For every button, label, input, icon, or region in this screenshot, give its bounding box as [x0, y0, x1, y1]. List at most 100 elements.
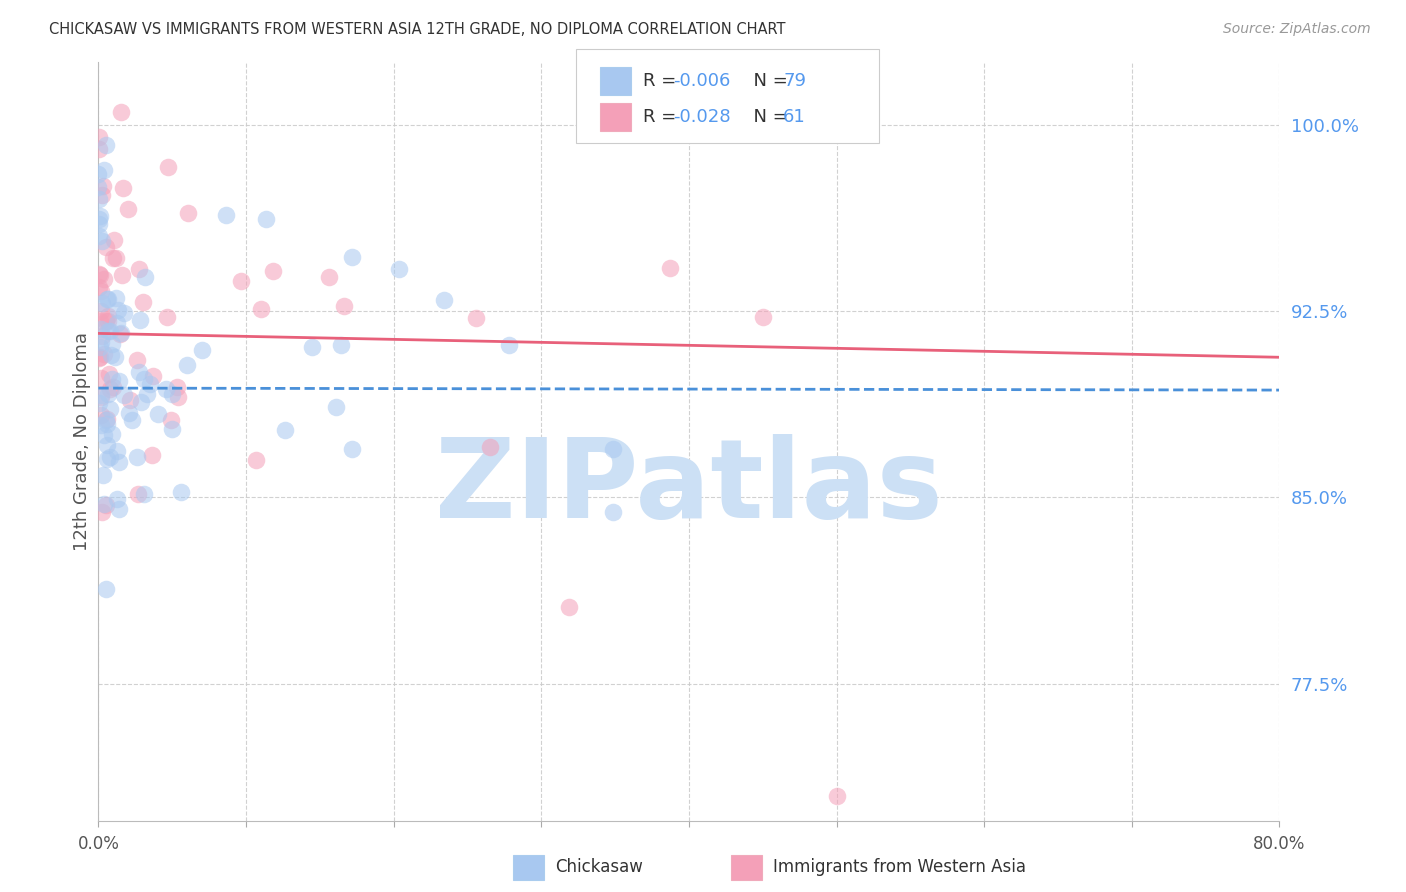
Point	[87, 268, 110, 282]
Point	[97, 386, 120, 401]
Point	[96, 498, 118, 512]
Point	[557, 600, 579, 615]
Point	[132, 294, 155, 309]
Point	[87, 130, 110, 145]
Text: N =: N =	[742, 72, 794, 90]
Point	[138, 376, 160, 391]
Point	[94, 240, 117, 254]
Point	[93, 163, 115, 178]
Point	[108, 374, 131, 388]
Point	[96, 451, 118, 466]
Point	[87, 351, 110, 366]
Point	[96, 292, 118, 306]
Point	[127, 487, 149, 501]
Point	[107, 455, 129, 469]
Point	[156, 310, 179, 324]
Point	[177, 206, 200, 220]
Point	[129, 395, 152, 409]
Point	[101, 251, 124, 265]
Point	[250, 302, 273, 317]
Point	[155, 382, 177, 396]
Point	[97, 314, 120, 328]
Point	[134, 270, 156, 285]
Point	[325, 400, 347, 414]
Point	[254, 212, 277, 227]
Point	[136, 386, 159, 401]
Point	[104, 350, 127, 364]
Point	[96, 438, 118, 452]
Point	[87, 143, 110, 157]
Point	[108, 326, 131, 341]
Point	[98, 450, 121, 465]
Point	[160, 422, 183, 436]
Point	[602, 442, 624, 457]
Point	[91, 295, 114, 310]
Point	[105, 491, 128, 506]
Point	[89, 314, 111, 328]
Point	[110, 105, 132, 120]
Point	[132, 372, 155, 386]
Point	[191, 343, 214, 358]
Y-axis label: 12th Grade, No Diploma: 12th Grade, No Diploma	[73, 332, 91, 551]
Point	[87, 229, 110, 244]
Point	[91, 178, 114, 193]
Point	[110, 326, 132, 340]
Point	[94, 413, 117, 427]
Point	[162, 386, 184, 401]
Point	[90, 370, 112, 384]
Point	[94, 582, 117, 597]
Point	[340, 442, 363, 457]
Point	[96, 417, 118, 432]
Point	[100, 337, 122, 351]
Point	[96, 292, 118, 306]
Point	[107, 444, 129, 458]
Point	[176, 358, 198, 372]
Point	[90, 329, 112, 343]
Point	[166, 380, 188, 394]
Point	[388, 262, 411, 277]
Point	[273, 424, 295, 438]
Point	[112, 306, 135, 320]
Point	[318, 269, 340, 284]
Point	[87, 167, 110, 181]
Point	[98, 367, 121, 381]
Point	[167, 390, 190, 404]
Point	[659, 261, 682, 276]
Point	[141, 448, 163, 462]
Point	[90, 388, 112, 402]
Point	[103, 233, 125, 247]
Point	[330, 338, 353, 352]
Text: 79: 79	[783, 72, 806, 90]
Point	[90, 235, 112, 249]
Point	[752, 310, 775, 324]
Point	[111, 268, 134, 282]
Point	[96, 412, 118, 426]
Point	[148, 408, 170, 422]
Point	[117, 405, 139, 419]
Point	[90, 390, 112, 404]
Point	[215, 208, 238, 222]
Point	[89, 340, 111, 354]
Point	[97, 310, 120, 324]
Text: R =: R =	[643, 108, 682, 126]
Point	[93, 271, 115, 285]
Text: N =: N =	[742, 108, 794, 126]
Point	[90, 304, 112, 318]
Point	[159, 413, 181, 427]
Point	[91, 467, 114, 482]
Point	[91, 188, 114, 202]
Point	[100, 382, 122, 396]
Text: -0.006: -0.006	[673, 72, 731, 90]
Point	[91, 505, 114, 519]
Point	[127, 450, 149, 464]
Text: Source: ZipAtlas.com: Source: ZipAtlas.com	[1223, 22, 1371, 37]
Point	[87, 179, 110, 194]
Point	[93, 346, 115, 360]
Text: CHICKASAW VS IMMIGRANTS FROM WESTERN ASIA 12TH GRADE, NO DIPLOMA CORRELATION CHA: CHICKASAW VS IMMIGRANTS FROM WESTERN ASI…	[49, 22, 786, 37]
Point	[118, 393, 141, 408]
Point	[464, 310, 486, 325]
Point	[340, 250, 363, 264]
Point	[170, 485, 193, 500]
Point	[101, 380, 124, 394]
Point	[89, 335, 111, 350]
